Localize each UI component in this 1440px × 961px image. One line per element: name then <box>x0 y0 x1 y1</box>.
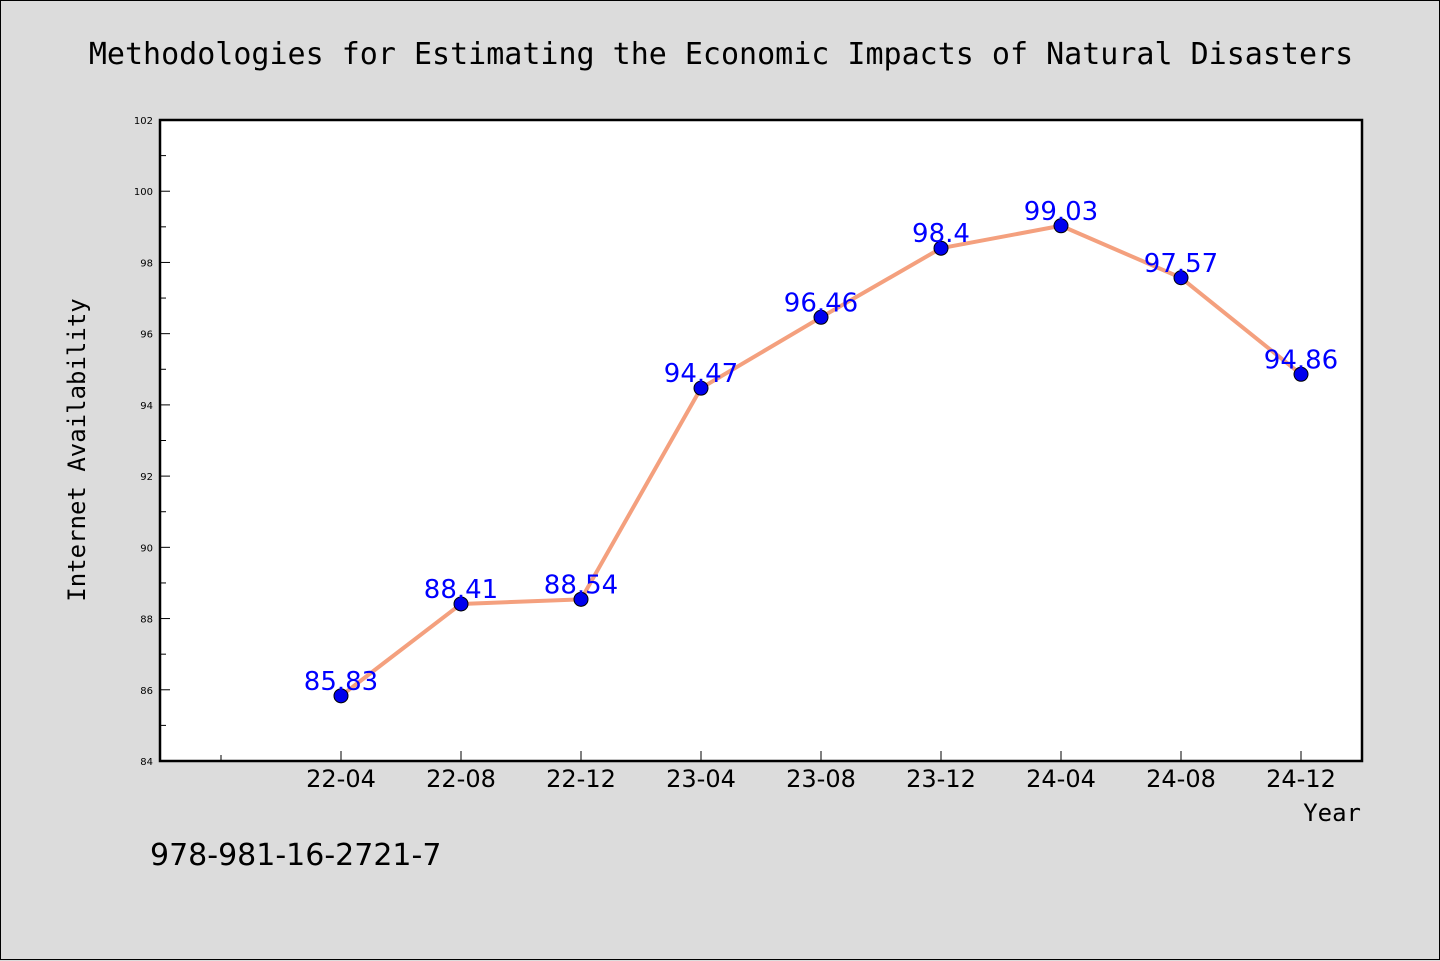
data-point <box>333 688 349 704</box>
data-label: 99.03 <box>1024 197 1098 227</box>
y-axis: 84 86 88 90 92 94 96 98 100 102 <box>134 116 170 768</box>
x-tick-label: 24-12 <box>1266 765 1336 793</box>
y-tick-label: 84 <box>140 757 153 768</box>
data-point <box>1053 218 1069 234</box>
data-point <box>813 309 829 325</box>
x-tick-label: 23-04 <box>666 765 736 793</box>
y-tick-label: 86 <box>140 686 153 697</box>
data-point <box>453 596 469 612</box>
data-point <box>1173 270 1189 286</box>
data-label: 98.4 <box>912 219 970 249</box>
x-axis-label: Year <box>1303 799 1361 827</box>
data-labels: 85.83 88.41 88.54 94.47 96.46 98.4 99.03 97.57 9… <box>304 197 1338 697</box>
y-tick-label: 102 <box>134 116 153 127</box>
y-tick-label: 90 <box>140 543 153 554</box>
data-point <box>693 380 709 396</box>
y-tick-label: 88 <box>140 615 153 626</box>
data-label: 96.46 <box>784 288 858 318</box>
y-axis-label: Internet Availability <box>63 298 91 601</box>
x-tick-label: 24-08 <box>1146 765 1216 793</box>
x-tick-label: 24-04 <box>1026 765 1096 793</box>
x-tick-label: 22-08 <box>426 765 496 793</box>
data-point <box>573 591 589 607</box>
isbn-text: 978-981-16-2721-7 <box>150 838 441 873</box>
data-label: 88.41 <box>424 575 498 605</box>
data-label: 85.83 <box>304 667 378 697</box>
data-label: 97.57 <box>1144 249 1218 279</box>
series-markers <box>333 218 1309 704</box>
data-label: 94.86 <box>1264 345 1338 375</box>
x-tick-label: 23-12 <box>906 765 976 793</box>
x-axis: 22-04 22-08 22-12 23-04 23-08 23-12 24-04 24-08… <box>220 751 1336 793</box>
data-point <box>1293 366 1309 382</box>
data-point <box>933 240 949 256</box>
y-tick-label: 100 <box>134 187 153 198</box>
y-tick-label: 96 <box>140 330 153 341</box>
data-label: 94.47 <box>664 359 738 389</box>
y-tick-label: 92 <box>140 472 153 483</box>
x-tick-label: 22-04 <box>306 765 376 793</box>
x-tick-label: 23-08 <box>786 765 856 793</box>
chart-title: Methodologies for Estimating the Economi… <box>89 37 1353 72</box>
plot-area <box>158 118 1364 763</box>
x-tick-label: 22-12 <box>546 765 616 793</box>
y-tick-label: 94 <box>140 401 153 412</box>
y-tick-label: 98 <box>140 258 153 269</box>
data-label: 88.54 <box>544 570 618 600</box>
